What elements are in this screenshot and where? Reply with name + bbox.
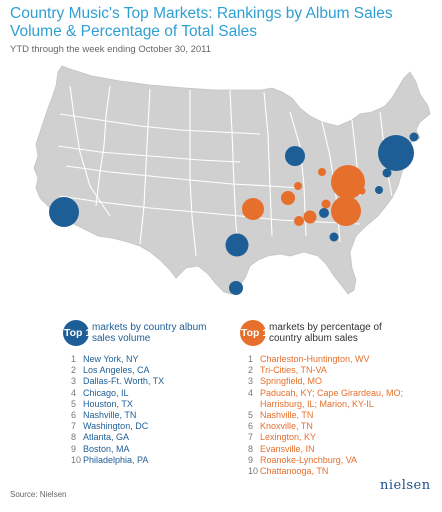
legend-volume-badge: Top 10 [63, 320, 97, 346]
legend_percent-item-rank: 2 [248, 365, 254, 376]
legend_percent-item-name: Paducah, KY; Cape Girardeau, MO; Harrisb… [260, 387, 403, 409]
bubble-washington [375, 186, 383, 194]
bubble-knoxville [321, 199, 331, 209]
legend_percent-item: 1 Charleston-Huntington, WV [248, 354, 428, 365]
legend_percent-item-rank: 6 [248, 421, 254, 432]
legend_volume-item-name: Houston, TX [83, 398, 133, 409]
legend_percent-item-name: Evansville, IN [260, 443, 315, 454]
bubble-chattanooga [294, 216, 304, 226]
bubble-new-york [378, 135, 414, 171]
legend_volume-item-name: Boston, MA [83, 443, 130, 454]
bubble-los-angeles [49, 197, 79, 227]
legend_percent-item: 6 Knoxville, TN [248, 421, 428, 432]
legend_volume-item: 8 Atlanta, GA [71, 432, 164, 443]
legend_percent-item-rank: 8 [248, 443, 254, 454]
bubble-paducah [281, 191, 295, 205]
legend_volume-item: 2 Los Angeles, CA [71, 365, 164, 376]
legend_percent-item: 2 Tri-Cities, TN-VA [248, 365, 428, 376]
legend_volume-item-rank: 5 [71, 398, 77, 409]
legend_volume-item-rank: 6 [71, 410, 77, 421]
legend_volume-item-name: Chicago, IL [83, 387, 129, 398]
source-note: Source: Nielsen [10, 490, 67, 499]
legend_percent-item-rank: 5 [248, 410, 254, 421]
legend_volume-item-rank: 1 [71, 354, 77, 364]
legend_percent-item: 3 Springfield, MO [248, 376, 428, 387]
legend-percent: Top 10 markets by percentage of country … [240, 320, 440, 490]
legend_volume-item-rank: 2 [71, 365, 77, 376]
nielsen-logo: nielsen [380, 478, 431, 493]
percent-markets [242, 165, 366, 226]
legend_volume-item-name: Nashville, TN [83, 410, 137, 421]
legend_volume-item-rank: 10 [71, 454, 82, 465]
us-landmass [33, 65, 431, 295]
legend_percent-item-name: Knoxville, TN [260, 421, 313, 432]
legend_volume-item-rank: 9 [71, 443, 77, 454]
legend_volume-item-name: Dallas-Ft. Worth, TX [83, 376, 165, 387]
legend_percent-item-name: Springfield, MO [260, 376, 323, 387]
legend_volume-item-rank: 3 [71, 376, 77, 387]
legend-percent-heading: markets by percentage of country album s… [269, 322, 382, 344]
legend_volume-item-rank: 8 [71, 432, 77, 443]
bubble-charleston-huntington [331, 165, 365, 199]
bubble-atlanta [329, 232, 339, 242]
bubble-tri-cities [331, 196, 361, 226]
legend-percent-list: 1 Charleston-Huntington, WV 2 Tri-Cities, T… [248, 354, 428, 477]
bubble-chicago [285, 146, 305, 166]
legend_volume-item: 6 Nashville, TN [71, 410, 164, 421]
legend_volume-item: 4 Chicago, IL [71, 388, 164, 399]
legend_percent-item: 9 Roanoke-Lynchburg, VA [248, 455, 428, 466]
bubble-dallas [225, 233, 249, 257]
legend_volume-item-rank: 4 [71, 387, 77, 398]
legend_percent-item-name: Tri-Cities, TN-VA [260, 365, 327, 376]
legend_percent-item: 7 Lexington, KY [248, 432, 428, 443]
legend_volume-item-name: Atlanta, GA [83, 432, 130, 443]
legend_percent-item-rank: 7 [248, 432, 254, 443]
legend_volume-item: 9 Boston, MA [71, 444, 164, 455]
legend-percent-badge: Top 10 [240, 320, 274, 346]
bubble-lexington [318, 168, 326, 176]
legend_percent-item-name: Chattanooga, TN [260, 466, 329, 477]
legend_percent-item: 4 Paducah, KY; Cape Girardeau, MO; Harris… [248, 388, 428, 410]
legend_percent-item-rank: 4 [248, 387, 254, 398]
legend_volume-item-rank: 7 [71, 421, 77, 432]
volume-markets [49, 132, 419, 295]
bubble-nashville-volume [319, 208, 329, 218]
legend_volume-item: 1 New York, NY [71, 354, 164, 365]
legend_volume-item-name: Los Angeles, CA [83, 365, 150, 376]
legend_percent-item-rank: 3 [248, 376, 254, 387]
legend-volume: Top 10 markets by country album sales vo… [63, 320, 233, 480]
page-title: Country Music's Top Markets: Rankings by… [10, 5, 393, 40]
us-land [33, 65, 431, 295]
legend_percent-item-name: Lexington, KY [260, 432, 317, 443]
bubble-philadelphia [382, 168, 392, 178]
legend_volume-item-name: New York, NY [83, 354, 139, 364]
bubble-boston [409, 132, 419, 142]
bubble-houston [229, 281, 243, 295]
legend_percent-item: 10 Chattanooga, TN [248, 466, 428, 477]
legend_percent-item: 8 Evansville, IN [248, 444, 428, 455]
legend_percent-item-name: Charleston-Huntington, WV [260, 354, 370, 364]
legend_percent-item-rank: 1 [248, 354, 254, 364]
us-map [33, 65, 431, 295]
legend_volume-item: 7 Washington, DC [71, 421, 164, 432]
legend_volume-item: 10 Philadelphia, PA [71, 455, 164, 466]
legend_percent-item: 5 Nashville, TN [248, 410, 428, 421]
legend_volume-item-name: Washington, DC [83, 421, 149, 432]
legend_volume-item: 3 Dallas-Ft. Worth, TX [71, 376, 164, 387]
bubble-evansville [294, 182, 302, 190]
legend-volume-heading: markets by country album sales volume [92, 322, 207, 344]
legend-volume-list: 1 New York, NY 2 Los Angeles, CA 3 Dallas-Ft.… [71, 354, 164, 466]
legend_volume-item-name: Philadelphia, PA [83, 454, 149, 465]
bubble-springfield [242, 198, 264, 220]
bubble-roanoke [358, 187, 366, 195]
legend_percent-item-name: Roanoke-Lynchburg, VA [260, 454, 358, 465]
legend_percent-item-rank: 9 [248, 454, 254, 465]
bubble-nashville-percent [303, 210, 317, 224]
legend_percent-item-rank: 10 [248, 466, 259, 477]
legend_percent-item-name: Nashville, TN [260, 410, 314, 421]
page-subtitle: YTD through the week ending October 30, … [10, 44, 212, 55]
legend_volume-item: 5 Houston, TX [71, 399, 164, 410]
